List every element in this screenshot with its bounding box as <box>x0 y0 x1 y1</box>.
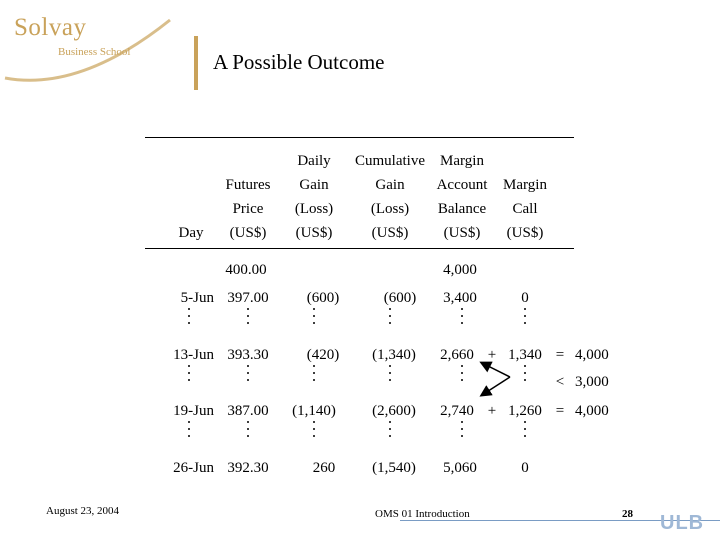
continuation-dots <box>523 308 527 324</box>
logo-swoosh <box>4 18 171 82</box>
row1-balance: 3,400 <box>443 290 477 306</box>
row3-daily: (1,140) <box>292 403 336 419</box>
continuation-dots <box>246 308 250 324</box>
row3-call: 1,260 <box>508 403 542 419</box>
row1-cum: (600) <box>383 290 417 306</box>
row3-day: 19-Jun <box>173 403 214 419</box>
row3-cum: (2,600) <box>372 403 416 419</box>
plus-sign-2: + <box>487 403 497 419</box>
footer-course: OMS 01 Introduction <box>375 508 470 520</box>
header-margin-4: (US$) <box>443 225 481 241</box>
row1-day: 5-Jun <box>180 290 214 306</box>
header-margin-3: Balance <box>437 201 487 217</box>
row0-price: 400.00 <box>225 262 267 278</box>
page-title: A Possible Outcome <box>213 50 385 74</box>
row2-balance: 2,660 <box>440 347 474 363</box>
total-row2: 4,000 <box>575 347 609 363</box>
header-daily-2: Gain <box>299 177 329 193</box>
footer-divider <box>400 520 720 521</box>
continuation-dots <box>460 308 464 324</box>
row3-price: 387.00 <box>227 403 269 419</box>
page-number: 28 <box>622 508 633 520</box>
total-row3: 4,000 <box>575 403 609 419</box>
logo-business-school: Business School <box>58 46 131 58</box>
continuation-dots <box>388 308 392 324</box>
row0-balance: 4,000 <box>443 262 477 278</box>
header-call-2: Call <box>512 201 538 217</box>
continuation-dots <box>460 421 464 437</box>
header-margin-2: Account <box>436 177 488 193</box>
footer-date: August 23, 2004 <box>46 505 120 517</box>
continuation-dots <box>187 421 191 437</box>
row2-price: 393.30 <box>227 347 269 363</box>
row4-daily: 260 <box>312 460 336 476</box>
title-divider <box>194 36 198 90</box>
continuation-dots <box>388 421 392 437</box>
row2-daily: (420) <box>306 347 340 363</box>
table-top-rule <box>145 137 574 138</box>
header-futures-2: Price <box>232 201 264 217</box>
equals-sign-1: = <box>555 347 565 363</box>
row4-price: 392.30 <box>227 460 269 476</box>
header-futures-1: Futures <box>225 177 271 193</box>
row4-day: 26-Jun <box>173 460 214 476</box>
header-cum-1: Cumulative <box>355 153 425 169</box>
header-cum-3: (Loss) <box>370 201 410 217</box>
row1-daily: (600) <box>306 290 340 306</box>
header-cum-2: Gain <box>375 177 405 193</box>
arrow-annotation <box>479 361 511 397</box>
continuation-dots <box>187 365 191 381</box>
header-day: Day <box>178 225 204 241</box>
logo-solvay: Solvay <box>14 14 87 41</box>
continuation-dots <box>388 365 392 381</box>
row4-call: 0 <box>521 460 529 476</box>
equals-sign-2: = <box>555 403 565 419</box>
header-margin-1: Margin <box>440 153 484 169</box>
continuation-dots <box>246 421 250 437</box>
continuation-dots <box>312 365 316 381</box>
ulb-logo: ULB <box>660 512 705 534</box>
header-futures-3: (US$) <box>229 225 267 241</box>
row2-call: 1,340 <box>508 347 542 363</box>
header-call-3: (US$) <box>506 225 544 241</box>
header-call-1: Margin <box>503 177 547 193</box>
row4-cum: (1,540) <box>372 460 416 476</box>
continuation-dots <box>246 365 250 381</box>
continuation-dots <box>312 421 316 437</box>
continuation-dots <box>187 308 191 324</box>
less-than-sign: < <box>555 374 565 390</box>
row2-cum: (1,340) <box>372 347 416 363</box>
header-cum-4: (US$) <box>371 225 409 241</box>
row2-day: 13-Jun <box>173 347 214 363</box>
header-daily-3: (Loss) <box>294 201 334 217</box>
header-daily-1: Daily <box>297 153 331 169</box>
plus-sign-1: + <box>487 347 497 363</box>
table-header-rule <box>145 248 574 249</box>
continuation-dots <box>523 365 527 381</box>
maintenance-margin: 3,000 <box>575 374 609 390</box>
continuation-dots <box>460 365 464 381</box>
row1-price: 397.00 <box>227 290 269 306</box>
continuation-dots <box>523 421 527 437</box>
row4-balance: 5,060 <box>443 460 477 476</box>
continuation-dots <box>312 308 316 324</box>
header-daily-4: (US$) <box>295 225 333 241</box>
row3-balance: 2,740 <box>440 403 474 419</box>
row1-call: 0 <box>521 290 529 306</box>
